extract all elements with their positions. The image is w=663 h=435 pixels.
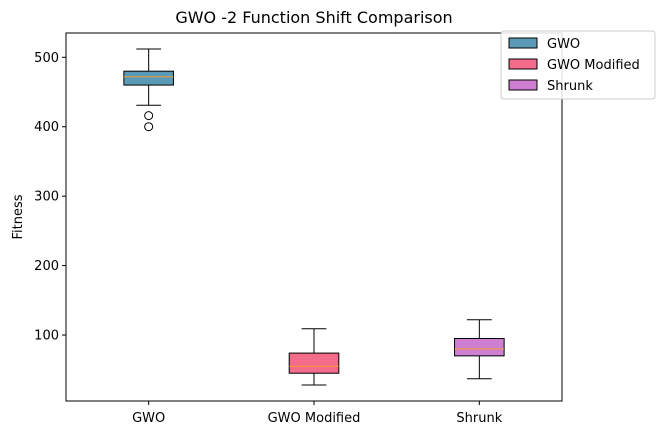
y-tick-label: 100 — [34, 329, 59, 344]
legend-swatch — [508, 58, 538, 70]
x-tick-label: GWO Modified — [268, 411, 361, 426]
chart-title: GWO -2 Function Shift Comparison — [175, 8, 452, 27]
box-iqr — [123, 70, 174, 86]
legend-frame — [500, 30, 656, 100]
y-axis-label: Fitness — [11, 194, 26, 239]
x-tick-label: Shrunk — [456, 411, 502, 426]
outlier-point — [144, 122, 154, 132]
legend-label: GWO Modified — [547, 58, 640, 73]
box-series-group — [123, 48, 505, 386]
legend-item: Shrunk — [508, 79, 593, 94]
legend-item: GWO Modified — [508, 58, 640, 73]
outlier-point — [144, 111, 154, 121]
legend-swatch — [508, 79, 538, 91]
box-gwo — [123, 48, 174, 132]
box-gwo-modified — [288, 328, 340, 386]
legend-item: GWO — [508, 37, 580, 52]
y-tick-label: 300 — [34, 190, 59, 205]
legend: GWO GWO Modified Shrunk — [500, 30, 656, 100]
legend-swatch — [508, 37, 538, 49]
box-iqr — [454, 338, 505, 357]
y-axis: 100 200 300 400 500 — [34, 51, 66, 344]
y-tick-label: 400 — [34, 120, 59, 135]
y-tick-label: 500 — [34, 51, 59, 66]
x-tick-label: GWO — [132, 411, 165, 426]
box-iqr — [288, 352, 340, 374]
y-tick-label: 200 — [34, 259, 59, 274]
x-axis: GWO GWO Modified Shrunk — [132, 401, 503, 426]
box-shrunk — [454, 319, 505, 380]
legend-label: Shrunk — [547, 79, 593, 94]
legend-label: GWO — [547, 37, 580, 52]
